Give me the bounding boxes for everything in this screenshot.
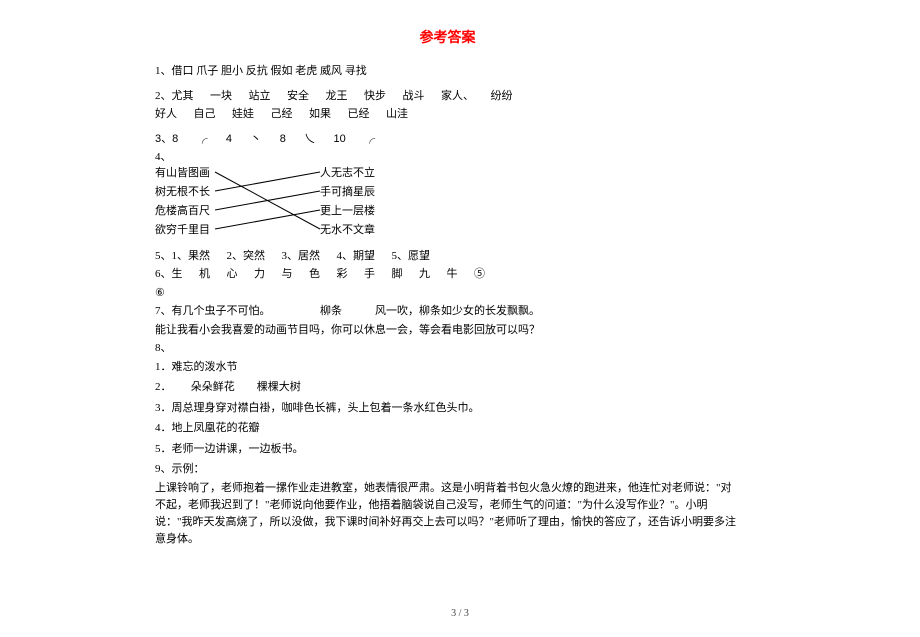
answer-6-line1: 6、生 机 心 力 与 色 彩 手 脚 九 牛 ⑤: [155, 266, 740, 283]
diagram-right-item: 手可摘星辰: [320, 184, 375, 201]
diagram-left-item: 树无根不长: [155, 184, 210, 201]
matching-diagram: 有山皆图画树无根不长危楼高百尺欲穷千里目 人无志不立手可摘星辰更上一层楼无水不文章: [155, 168, 415, 246]
answer-9-body: 上课铃响了，老师抱着一摞作业走进教室，她表情很严肃。这是小明背着书包火急火燎的跑…: [155, 480, 740, 548]
diagram-left-item: 有山皆图画: [155, 165, 210, 182]
diagram-right-item: 更上一层楼: [320, 203, 375, 220]
answer-8-2: 2． 朵朵鲜花 棵棵大树: [155, 379, 740, 396]
answer-6-line2: ⑥: [155, 285, 740, 302]
title-text: 参考答案: [420, 31, 476, 46]
answer-7-line1: 7、有几个虫子不可怕。 柳条 风一吹，柳条如少女的长发飘飘。: [155, 303, 740, 320]
answer-8-3: 3．周总理身穿对襟白褂，咖啡色长裤，头上包着一条水红色头巾。: [155, 400, 740, 417]
answer-2-line2: 好人 自己 娃娃 己经 如果 已经 山洼: [155, 106, 740, 123]
page-title: 参考答案: [155, 28, 740, 49]
answer-3: 3、8 ╭ 4 丶 8 乀 10 ╭: [155, 131, 740, 148]
page-footer: 3 / 3: [0, 608, 920, 619]
answer-8-label: 8、: [155, 340, 740, 357]
answer-1: 1、借口 爪子 胆小 反抗 假如 老虎 威风 寻找: [155, 63, 740, 80]
diagram-right-item: 无水不文章: [320, 222, 375, 239]
answer-7-line2: 能让我看小会我喜爱的动画节目吗，你可以休息一会，等会看电影回放可以吗？: [155, 322, 740, 339]
answer-8-5: 5．老师一边讲课，一边板书。: [155, 441, 740, 458]
diagram-left-item: 危楼高百尺: [155, 203, 210, 220]
diagram-right-item: 人无志不立: [320, 165, 375, 182]
answer-5: 5、1、果然 2、突然 3、居然 4、期望 5、愿望: [155, 248, 740, 265]
answer-8-1: 1．难忘的泼水节: [155, 359, 740, 376]
answer-4-label: 4、: [155, 149, 740, 166]
answer-9-label: 9、示例：: [155, 461, 740, 478]
answer-8-4: 4．地上凤凰花的花瓣: [155, 420, 740, 437]
diagram-left-item: 欲穷千里目: [155, 222, 210, 239]
answer-2-line1: 2、尤其 一块 站立 安全 龙王 快步 战斗 家人、 纷纷: [155, 88, 740, 105]
